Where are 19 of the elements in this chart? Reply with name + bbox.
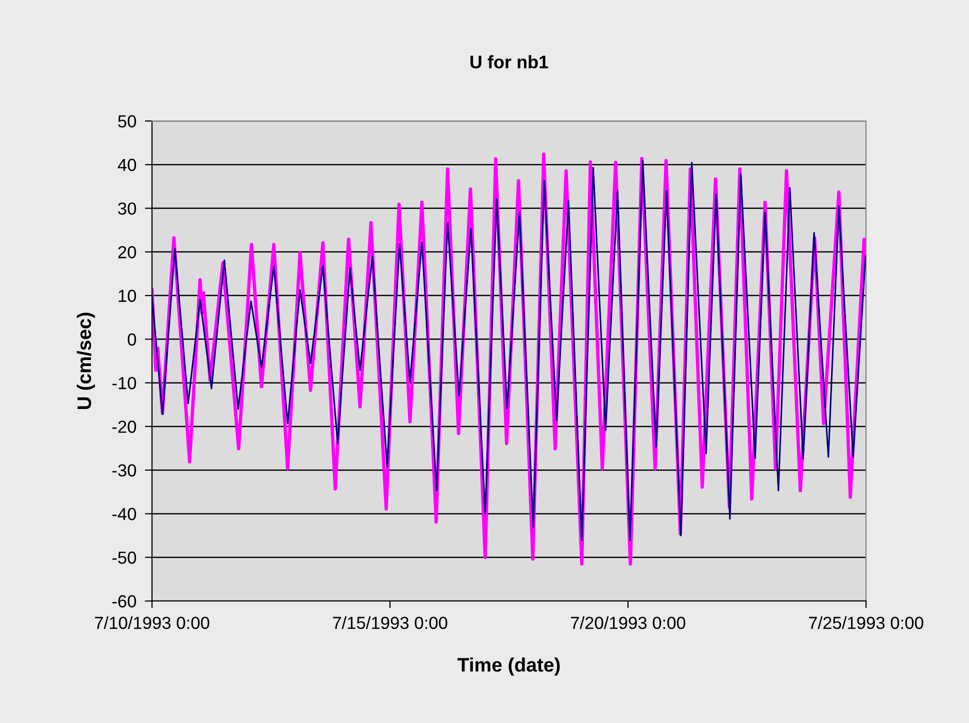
y-tick-label: 30 <box>118 202 136 215</box>
y-tick-label: -10 <box>112 376 136 390</box>
x-axis-title: Time (date) <box>458 657 560 676</box>
y-tick-label: -20 <box>112 420 136 433</box>
x-tick-label: 7/15/1993 0:00 <box>332 616 448 630</box>
y-tick-label: -60 <box>112 595 136 608</box>
y-tick-label: 40 <box>118 158 136 172</box>
y-tick-label: -30 <box>112 464 136 477</box>
x-tick-label: 7/10/1993 0:00 <box>94 616 210 630</box>
y-tick-label: -40 <box>112 508 136 520</box>
y-tick-label: 10 <box>118 290 136 302</box>
y-tick-label: -50 <box>112 552 136 564</box>
y-tick-label: 0 <box>128 333 136 346</box>
y-tick-label: 20 <box>118 246 136 258</box>
chart-title: U for nb1 <box>470 55 548 68</box>
x-tick-label: 7/25/1993 0:00 <box>808 616 924 630</box>
x-tick-label: 7/20/1993 0:00 <box>570 616 686 630</box>
y-tick-label: 50 <box>118 115 136 128</box>
y-axis-title: U (cm/sec) <box>76 312 95 409</box>
